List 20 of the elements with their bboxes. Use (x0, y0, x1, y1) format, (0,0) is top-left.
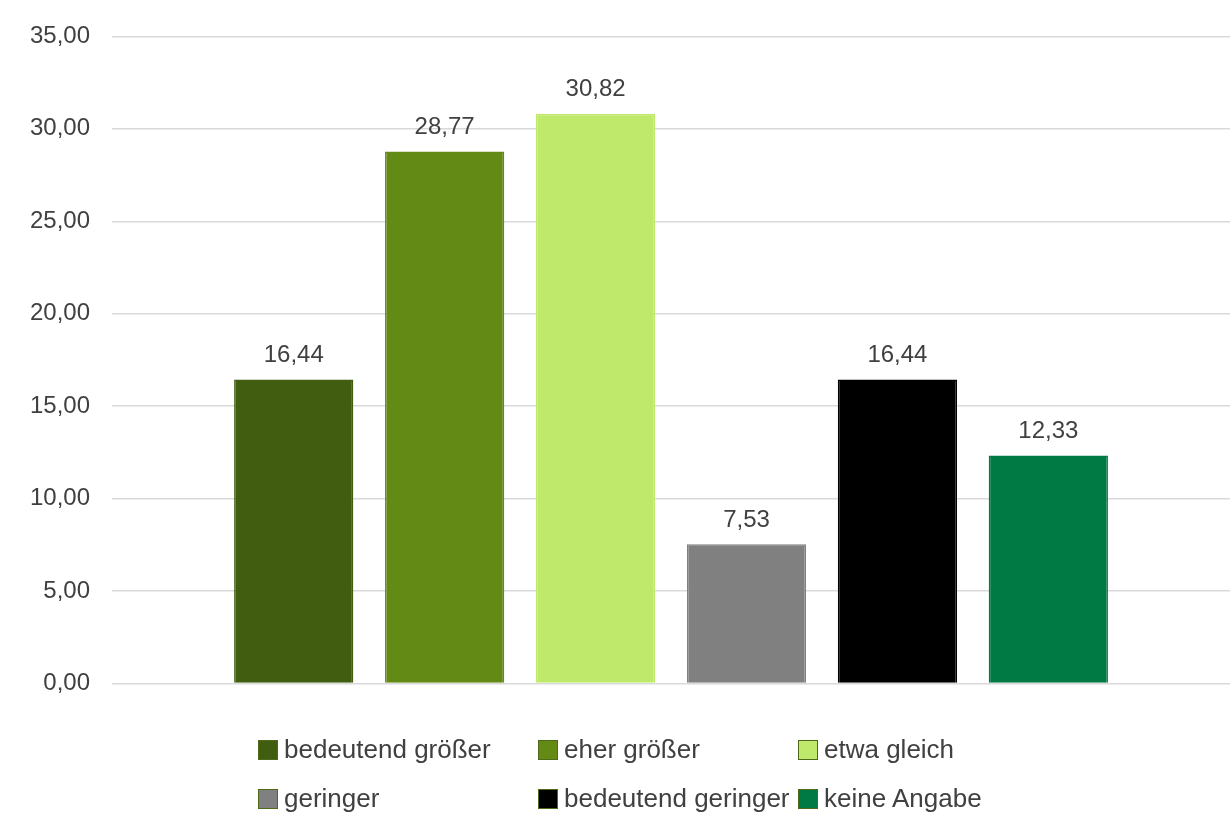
data-label: 7,53 (723, 504, 770, 532)
y-tick-label: 30,00 (30, 113, 91, 141)
y-tick-label: 15,00 (30, 390, 91, 418)
data-label: 16,44 (867, 340, 928, 368)
y-tick-label: 25,00 (30, 205, 91, 233)
legend-label: etwa gleich (824, 734, 955, 765)
legend-label: bedeutend größer (284, 734, 491, 765)
legend-label: bedeutend geringer (564, 783, 790, 814)
y-tick-label: 0,00 (43, 668, 91, 696)
y-tick-label: 5,00 (43, 575, 91, 603)
y-tick-label: 35,00 (30, 21, 91, 49)
data-label: 16,44 (263, 340, 324, 368)
data-label: 30,82 (565, 74, 626, 102)
data-label: 12,33 (1018, 416, 1079, 444)
legend-label: geringer (284, 783, 380, 814)
data-label: 28,77 (414, 112, 475, 140)
legend-label: keine Angabe (824, 783, 982, 814)
y-tick-label: 20,00 (30, 298, 91, 326)
legend-label: eher größer (564, 734, 700, 765)
y-tick-label: 10,00 (30, 483, 91, 511)
